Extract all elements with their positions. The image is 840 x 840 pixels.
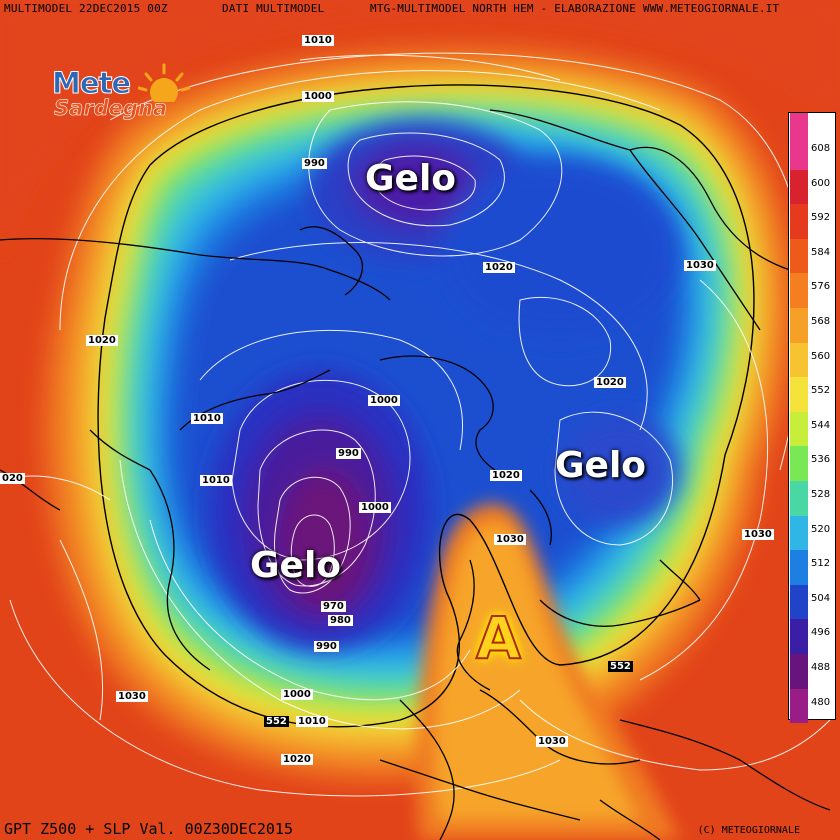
legend-value: 608	[811, 143, 831, 154]
legend-entry: 576	[789, 273, 835, 308]
isobar-label: 1020	[86, 335, 118, 346]
legend-entry: 488	[789, 654, 835, 689]
legend-swatch	[790, 619, 808, 654]
isohypse-552-label: 552	[608, 661, 633, 672]
legend-entry: 552	[789, 377, 835, 412]
isohypse-552-label: 552	[264, 716, 289, 727]
legend-swatch	[790, 377, 808, 412]
legend-swatch	[790, 273, 808, 308]
footer-copyright: (C) METEOGIORNALE	[697, 825, 800, 836]
legend-entry: 480	[789, 688, 835, 724]
isobar-label: 1030	[684, 260, 716, 271]
legend-value: 512	[811, 558, 831, 570]
legend-swatch	[790, 342, 808, 378]
legend-swatch	[790, 654, 808, 689]
legend-entry: 544	[789, 411, 835, 447]
legend-value: 528	[811, 489, 831, 500]
color-scale-legend: 608 600 592 584 576 568 560 552 544 536 528 520 512 5…	[788, 112, 836, 724]
isobar-label: 1020	[594, 377, 626, 388]
isobar-label: 1010	[296, 716, 328, 727]
legend-swatch	[790, 135, 808, 170]
meteo-sardegna-logo: Mete Sardegna	[46, 62, 196, 132]
label-gelo-america: Gelo	[250, 545, 342, 586]
legend-swatch	[790, 481, 808, 516]
legend-value: 520	[811, 523, 831, 535]
legend-entry: 504	[789, 584, 835, 620]
legend-swatch	[790, 238, 808, 274]
isobar-label: 1000	[281, 689, 313, 700]
isobar-label: 1020	[483, 262, 515, 273]
footer-field-info: GPT Z500 + SLP Val. 00Z30DEC2015	[4, 820, 293, 838]
legend-swatch	[790, 446, 808, 481]
isobar-label: 1030	[494, 534, 526, 545]
legend-value: 504	[811, 592, 831, 604]
legend-value: 544	[811, 419, 831, 431]
legend-entry: 592	[789, 204, 835, 239]
header-run-info: MULTIMODEL 22DEC2015 00Z	[4, 2, 168, 15]
legend-value: 488	[811, 662, 831, 673]
contour-552	[97, 84, 755, 728]
legend-top-swatch	[789, 113, 835, 135]
label-gelo-siberia: Gelo	[555, 445, 647, 486]
legend-value: 496	[811, 627, 831, 639]
legend-value: 576	[811, 281, 831, 293]
legend-entry: 600	[789, 169, 835, 205]
label-anticyclone: A	[475, 603, 522, 673]
legend-entry: 512	[789, 550, 835, 585]
label-gelo-north: Gelo	[365, 158, 457, 199]
isobar-label: 1010	[191, 413, 223, 424]
legend-swatch	[790, 515, 808, 551]
legend-entry: 560	[789, 342, 835, 378]
isobar-label: 1030	[116, 691, 148, 702]
legend-entry: 536	[789, 446, 835, 481]
isobar-label: 990	[336, 448, 361, 459]
isobar-label: 990	[314, 641, 339, 652]
legend-swatch	[790, 308, 808, 343]
legend-value: 592	[811, 212, 831, 224]
legend-swatch	[790, 584, 808, 620]
isobar-label: 990	[302, 158, 327, 169]
legend-value: 584	[811, 246, 831, 258]
isobar-label: 1030	[536, 736, 568, 747]
legend-swatch	[790, 169, 808, 205]
legend-value: 536	[811, 454, 831, 466]
legend-value: 480	[811, 696, 831, 708]
sun-icon	[138, 63, 190, 102]
legend-value: 552	[811, 385, 831, 397]
legend-swatch	[790, 411, 808, 447]
isobar-label: 1020	[281, 754, 313, 765]
isobar-label: 1000	[368, 395, 400, 406]
isobar-label: 980	[328, 615, 353, 626]
isobar-label: 1010	[200, 475, 232, 486]
logo-text-meteo: Mete	[51, 66, 131, 101]
legend-value: 600	[811, 177, 831, 189]
legend-swatch	[790, 204, 808, 239]
legend-swatch	[790, 550, 808, 585]
isobar-label: 1010	[302, 35, 334, 46]
legend-swatch	[790, 688, 808, 724]
isobar-label: 1020	[490, 470, 522, 481]
isobar-label: 020	[0, 473, 25, 484]
legend-entry: 608	[789, 135, 835, 170]
legend-entry: 568	[789, 308, 835, 343]
legend-entry: 584	[789, 238, 835, 274]
isobar-label: 970	[321, 601, 346, 612]
isobar-label: 1000	[302, 91, 334, 102]
legend-entry: 520	[789, 515, 835, 551]
header-credit: MTG-MULTIMODEL NORTH HEM - ELABORAZIONE …	[370, 2, 780, 15]
legend-value: 560	[811, 350, 831, 362]
logo-text-sardegna: Sardegna	[54, 96, 168, 121]
legend-entry: 528	[789, 481, 835, 516]
header-source: DATI MULTIMODEL	[222, 2, 325, 15]
isobar-label: 1030	[742, 529, 774, 540]
legend-entry: 496	[789, 619, 835, 654]
isobar-label: 1000	[359, 502, 391, 513]
legend-value: 568	[811, 316, 831, 327]
